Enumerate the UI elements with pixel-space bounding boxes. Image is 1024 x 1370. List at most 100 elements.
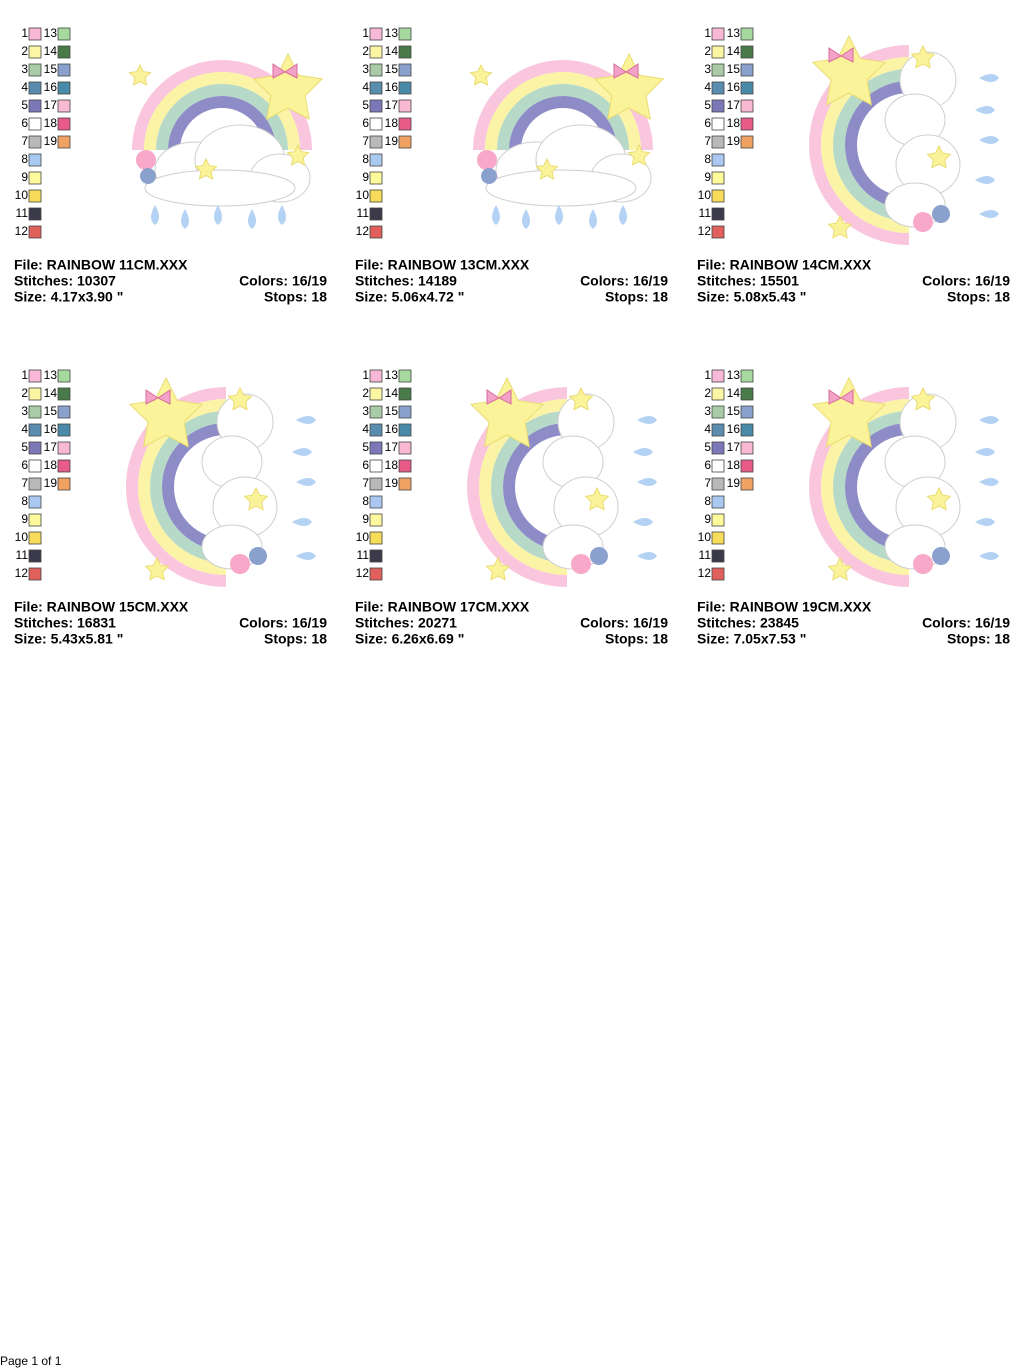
raindrop: [248, 209, 256, 229]
color-number: 1: [704, 26, 711, 40]
color-swatch: [398, 441, 412, 455]
flower: [913, 554, 933, 574]
stop-count: Stops: 18: [947, 289, 1010, 305]
color-number: 1: [362, 368, 369, 382]
color-swatch: [57, 45, 71, 59]
color-number: 2: [704, 386, 711, 400]
cloud: [485, 169, 637, 207]
color-swatch: [711, 405, 725, 419]
color-number: 18: [727, 458, 741, 472]
color-number: 3: [704, 404, 711, 418]
color-swatch: [398, 477, 412, 491]
color-swatch: [369, 171, 383, 185]
color-swatch: [740, 405, 754, 419]
raindrop: [633, 518, 653, 526]
color-number: 9: [704, 512, 711, 526]
color-number: 11: [699, 206, 712, 220]
color-number: 18: [44, 458, 58, 472]
color-number: 9: [704, 170, 711, 184]
color-number: 16: [727, 422, 741, 436]
color-swatch: [711, 207, 725, 221]
color-number: 2: [704, 44, 711, 58]
bow: [486, 389, 512, 405]
bow: [145, 389, 171, 405]
color-number: 18: [385, 458, 399, 472]
color-number: 15: [727, 62, 741, 76]
flower: [140, 168, 156, 184]
raindrop: [979, 74, 999, 82]
color-number: 7: [362, 134, 369, 148]
design-size: Size: 5.43x5.81 ": [14, 631, 123, 647]
raindrop: [979, 136, 999, 144]
color-swatch: [369, 459, 383, 473]
color-swatch: [711, 153, 725, 167]
color-count: Colors: 16/19: [922, 615, 1010, 631]
small-star: [827, 214, 853, 239]
color-number: 18: [727, 116, 741, 130]
color-number: 12: [698, 566, 712, 580]
color-number: 7: [362, 476, 369, 490]
color-number: 11: [357, 548, 370, 562]
color-number: 10: [15, 188, 29, 202]
color-swatch: [398, 45, 412, 59]
color-number: 19: [44, 134, 58, 148]
color-swatch: [711, 567, 725, 581]
color-swatch: [711, 423, 725, 437]
color-number: 16: [44, 422, 58, 436]
flower: [590, 547, 608, 565]
color-swatch: [369, 477, 383, 491]
small-star: [144, 556, 170, 581]
color-number: 8: [362, 152, 369, 166]
color-number: 5: [21, 98, 28, 112]
design-size: Size: 4.17x3.90 ": [14, 289, 123, 305]
color-number: 14: [385, 386, 399, 400]
color-swatch: [57, 405, 71, 419]
color-number: 12: [15, 224, 29, 238]
flower: [932, 547, 950, 565]
design-size: Size: 5.08x5.43 ": [697, 289, 806, 305]
rainbow-band: [162, 423, 227, 551]
color-swatch: [398, 387, 412, 401]
color-swatch: [28, 459, 42, 473]
file-name: File: RAINBOW 17CM.XXX: [355, 599, 530, 615]
color-swatch: [57, 27, 71, 41]
flower: [932, 205, 950, 223]
star: [593, 52, 665, 121]
color-number: 4: [21, 422, 28, 436]
color-swatch: [711, 171, 725, 185]
raindrop: [296, 478, 316, 486]
color-swatch: [369, 549, 383, 563]
color-number: 16: [727, 80, 741, 94]
color-number: 17: [44, 98, 58, 112]
stitch-count: Stitches: 16831: [14, 615, 116, 631]
stop-count: Stops: 18: [605, 289, 668, 305]
color-number: 16: [385, 422, 399, 436]
illustration: [128, 52, 324, 229]
stop-count: Stops: 18: [947, 631, 1010, 647]
stitch-count: Stitches: 10307: [14, 273, 116, 289]
color-swatch: [740, 27, 754, 41]
design-size: Size: 5.06x4.72 ": [355, 289, 464, 305]
color-swatch: [711, 135, 725, 149]
small-star: [627, 143, 651, 166]
color-swatch: [740, 369, 754, 383]
color-swatch: [28, 117, 42, 131]
color-swatch: [28, 549, 42, 563]
raindrop: [975, 518, 995, 526]
color-swatch: [369, 405, 383, 419]
color-number: 6: [362, 116, 369, 130]
color-number: 2: [362, 386, 369, 400]
color-swatch: [369, 99, 383, 113]
small-star: [926, 144, 952, 169]
small-star: [827, 556, 853, 581]
color-number: 9: [362, 170, 369, 184]
color-swatch: [711, 81, 725, 95]
illustration: [809, 34, 999, 245]
color-number: 14: [727, 44, 741, 58]
color-number: 5: [704, 98, 711, 112]
rainbow-band: [485, 72, 641, 151]
flower: [913, 212, 933, 232]
raindrop: [589, 209, 597, 229]
